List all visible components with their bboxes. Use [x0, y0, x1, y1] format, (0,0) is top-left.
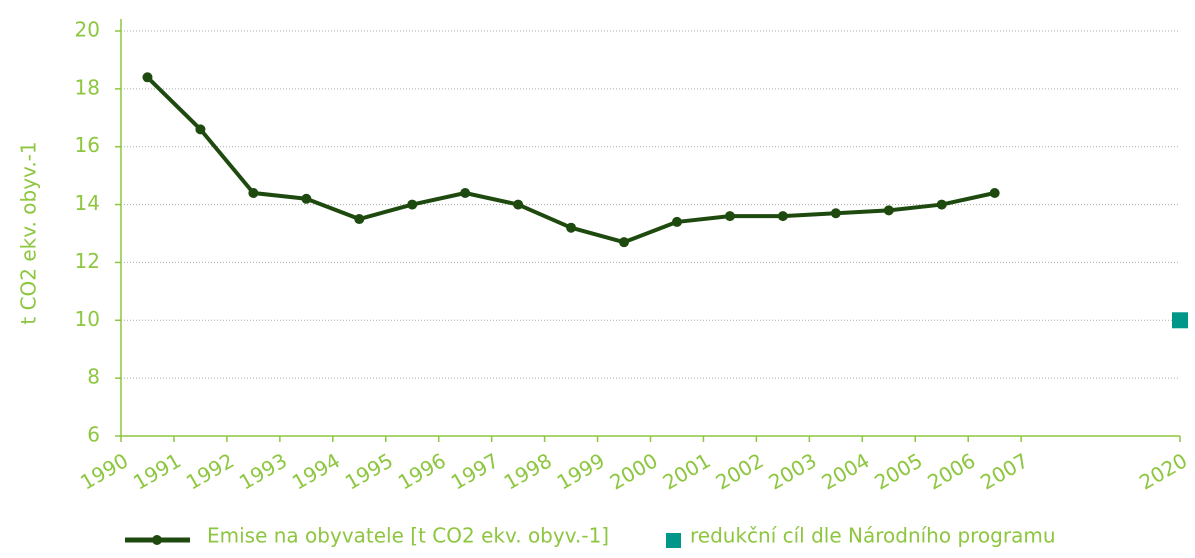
x-tick-label: 1998: [500, 448, 556, 494]
x-tick-label: 1996: [394, 448, 450, 494]
data-point: [566, 222, 577, 233]
x-tick-label: 2020: [1135, 448, 1191, 494]
x-tick-label: 2000: [606, 448, 662, 494]
data-point: [142, 72, 153, 83]
y-tick-label: 10: [75, 307, 100, 331]
x-tick-label: 2007: [976, 448, 1032, 494]
y-tick-label: 16: [75, 133, 100, 157]
x-tick-label: 2004: [817, 448, 873, 494]
x-tick-label: 1992: [182, 448, 238, 494]
y-tick-label: 12: [75, 249, 100, 273]
y-tick-label: 20: [75, 18, 100, 42]
y-tick-label: 8: [87, 365, 100, 389]
data-point: [724, 211, 735, 222]
legend-dot: [152, 535, 162, 545]
x-tick-label: 1994: [288, 448, 344, 494]
x-tick-label: 1995: [341, 448, 397, 494]
data-point: [936, 199, 947, 210]
y-tick-label: 6: [87, 423, 100, 447]
data-point: [354, 214, 365, 225]
x-tick-label: 1997: [447, 448, 503, 494]
x-tick-label: 2001: [659, 448, 715, 494]
data-point: [989, 188, 1000, 198]
legend-label: Emise na obyvatele [t CO2 ekv. obyv.-1]: [207, 524, 609, 548]
x-tick-label: 2002: [712, 448, 768, 494]
x-tick-label: 1990: [76, 448, 132, 494]
data-point: [407, 199, 418, 210]
y-axis-label: t CO2 ekv. obyv.-1: [17, 141, 41, 324]
data-point: [830, 208, 841, 219]
data-point: [460, 188, 471, 198]
x-tick-label: 2006: [923, 448, 979, 494]
legend-square: [666, 533, 681, 548]
data-point: [513, 199, 524, 210]
x-tick-label: 2003: [765, 448, 821, 494]
x-tick-label: 1999: [553, 448, 609, 494]
x-tick-label: 2005: [870, 448, 926, 494]
data-point: [777, 211, 788, 222]
data-point: [619, 237, 630, 248]
data-point: [248, 188, 259, 198]
data-point: [883, 205, 894, 216]
data-point: [671, 216, 682, 227]
x-tick-label: 1991: [129, 448, 185, 494]
data-point: [301, 193, 312, 204]
x-tick-label: 1993: [235, 448, 291, 494]
data-point: [195, 124, 206, 135]
legend-label: redukční cíl dle Národního programu: [690, 524, 1056, 548]
data-line: [146, 75, 996, 245]
y-tick-label: 14: [75, 191, 100, 215]
target-marker: [1172, 312, 1188, 329]
y-tick-label: 18: [75, 75, 100, 99]
